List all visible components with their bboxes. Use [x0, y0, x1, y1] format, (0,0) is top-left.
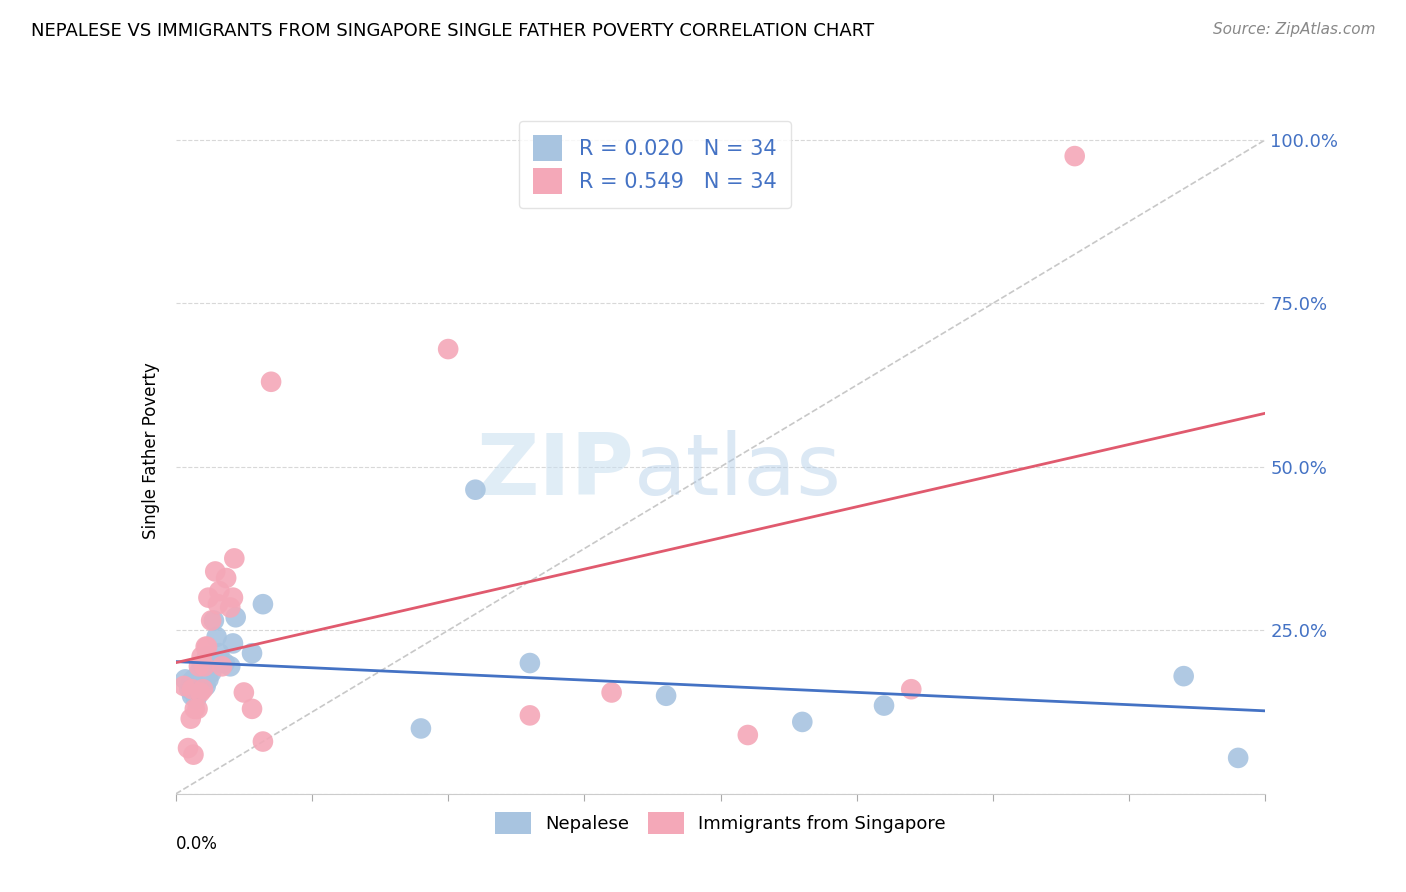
Point: [197, 591, 219, 605]
Text: atlas: atlas: [633, 430, 841, 513]
Point: [211, 659, 233, 673]
Point: [183, 747, 205, 762]
Point: [519, 708, 541, 723]
Point: [224, 551, 246, 566]
Point: [225, 610, 247, 624]
Point: [792, 714, 814, 729]
Point: [187, 665, 209, 680]
Point: [174, 673, 197, 687]
Point: [181, 682, 204, 697]
Point: [900, 682, 922, 697]
Point: [173, 679, 195, 693]
Point: [207, 597, 229, 611]
Point: [208, 584, 231, 599]
Text: 0.0%: 0.0%: [176, 835, 218, 853]
Point: [204, 565, 226, 579]
Point: [222, 591, 245, 605]
Point: [260, 375, 283, 389]
Point: [208, 646, 231, 660]
Point: [737, 728, 759, 742]
Point: [188, 685, 211, 699]
Point: [214, 656, 236, 670]
Point: [252, 597, 274, 611]
Point: [215, 571, 238, 585]
Point: [240, 702, 263, 716]
Point: [464, 483, 486, 497]
Text: Source: ZipAtlas.com: Source: ZipAtlas.com: [1212, 22, 1375, 37]
Point: [409, 722, 432, 736]
Point: [177, 741, 200, 756]
Point: [181, 689, 204, 703]
Point: [186, 673, 209, 687]
Point: [200, 665, 222, 680]
Point: [190, 659, 212, 673]
Point: [200, 614, 222, 628]
Point: [180, 675, 202, 690]
Point: [184, 679, 207, 693]
Point: [240, 646, 263, 660]
Point: [252, 734, 274, 748]
Point: [179, 682, 201, 697]
Point: [191, 682, 214, 697]
Point: [184, 702, 207, 716]
Point: [187, 659, 209, 673]
Point: [188, 679, 211, 693]
Point: [205, 630, 228, 644]
Point: [873, 698, 896, 713]
Point: [211, 656, 233, 670]
Point: [194, 679, 217, 693]
Point: [232, 685, 254, 699]
Point: [600, 685, 623, 699]
Point: [194, 640, 217, 654]
Point: [519, 656, 541, 670]
Point: [202, 614, 225, 628]
Point: [195, 649, 218, 664]
Point: [1227, 751, 1250, 765]
Point: [222, 636, 245, 650]
Point: [191, 675, 214, 690]
Point: [180, 712, 202, 726]
Point: [183, 673, 205, 687]
Point: [655, 689, 678, 703]
Point: [219, 600, 242, 615]
Text: NEPALESE VS IMMIGRANTS FROM SINGAPORE SINGLE FATHER POVERTY CORRELATION CHART: NEPALESE VS IMMIGRANTS FROM SINGAPORE SI…: [31, 22, 875, 40]
Point: [437, 342, 460, 356]
Legend: Nepalese, Immigrants from Singapore: Nepalese, Immigrants from Singapore: [486, 803, 955, 843]
Point: [1173, 669, 1195, 683]
Point: [186, 692, 208, 706]
Point: [190, 649, 212, 664]
Point: [1063, 149, 1085, 163]
Point: [186, 702, 209, 716]
Text: ZIP: ZIP: [475, 430, 633, 513]
Point: [193, 659, 215, 673]
Y-axis label: Single Father Poverty: Single Father Poverty: [142, 362, 160, 539]
Point: [195, 640, 218, 654]
Point: [197, 673, 219, 687]
Point: [219, 659, 242, 673]
